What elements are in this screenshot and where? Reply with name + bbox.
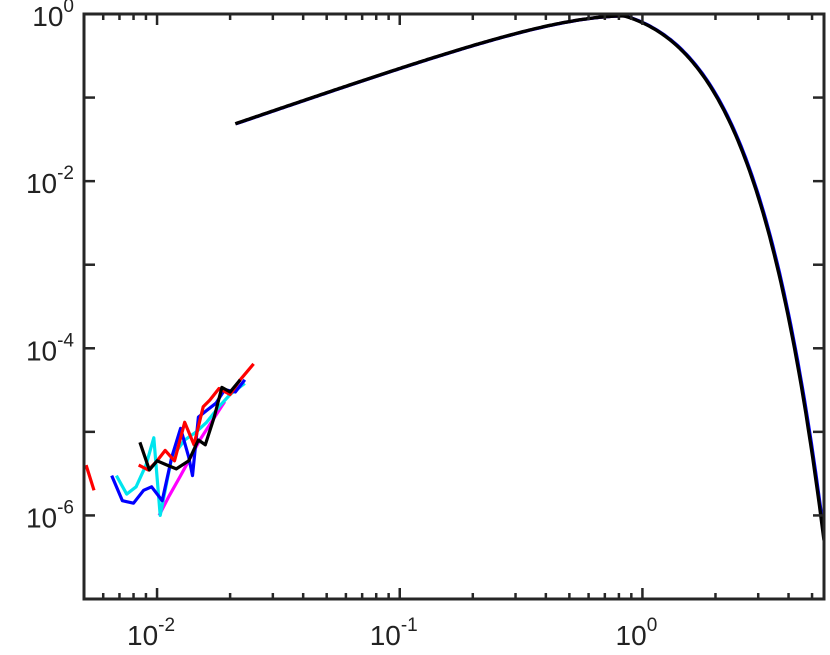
x-tick-label-exponent: -2 bbox=[158, 615, 175, 636]
y-tick-label-base: 10 bbox=[26, 502, 57, 533]
y-tick-label: 10-6 bbox=[26, 497, 74, 533]
x-tick-labels: 10-2 10-1 100 bbox=[127, 615, 657, 651]
x-tick-label-exponent: -1 bbox=[401, 615, 418, 636]
x-tick-label: 100 bbox=[616, 615, 658, 651]
series-4-noisy bbox=[84, 464, 96, 491]
x-tick-label-base: 10 bbox=[127, 620, 158, 651]
x-tick-label-base: 10 bbox=[370, 620, 401, 651]
main-curve bbox=[234, 14, 824, 541]
y-tick-label: 10-4 bbox=[26, 330, 74, 366]
x-tick-label-base: 10 bbox=[616, 620, 647, 651]
x-tick-label: 10-1 bbox=[370, 615, 418, 651]
y-tick-label-exponent: -6 bbox=[57, 497, 74, 518]
plot-background bbox=[84, 14, 824, 599]
series-5-noisy bbox=[138, 378, 242, 472]
x-tick-label-exponent: 0 bbox=[647, 615, 658, 636]
x-tick-label: 10-2 bbox=[127, 615, 175, 651]
y-tick-label-base: 10 bbox=[26, 335, 57, 366]
y-tick-label-exponent: -4 bbox=[57, 330, 74, 351]
y-tick-label-base: 10 bbox=[32, 1, 63, 32]
y-tick-label: 100 bbox=[32, 0, 74, 32]
y-tick-label-exponent: 0 bbox=[63, 0, 74, 17]
y-tick-label: 10-2 bbox=[26, 163, 74, 199]
series-layer bbox=[84, 14, 824, 541]
y-tick-label-base: 10 bbox=[26, 168, 57, 199]
y-tick-label-exponent: -2 bbox=[57, 163, 74, 184]
plot-frame bbox=[82, 12, 826, 601]
